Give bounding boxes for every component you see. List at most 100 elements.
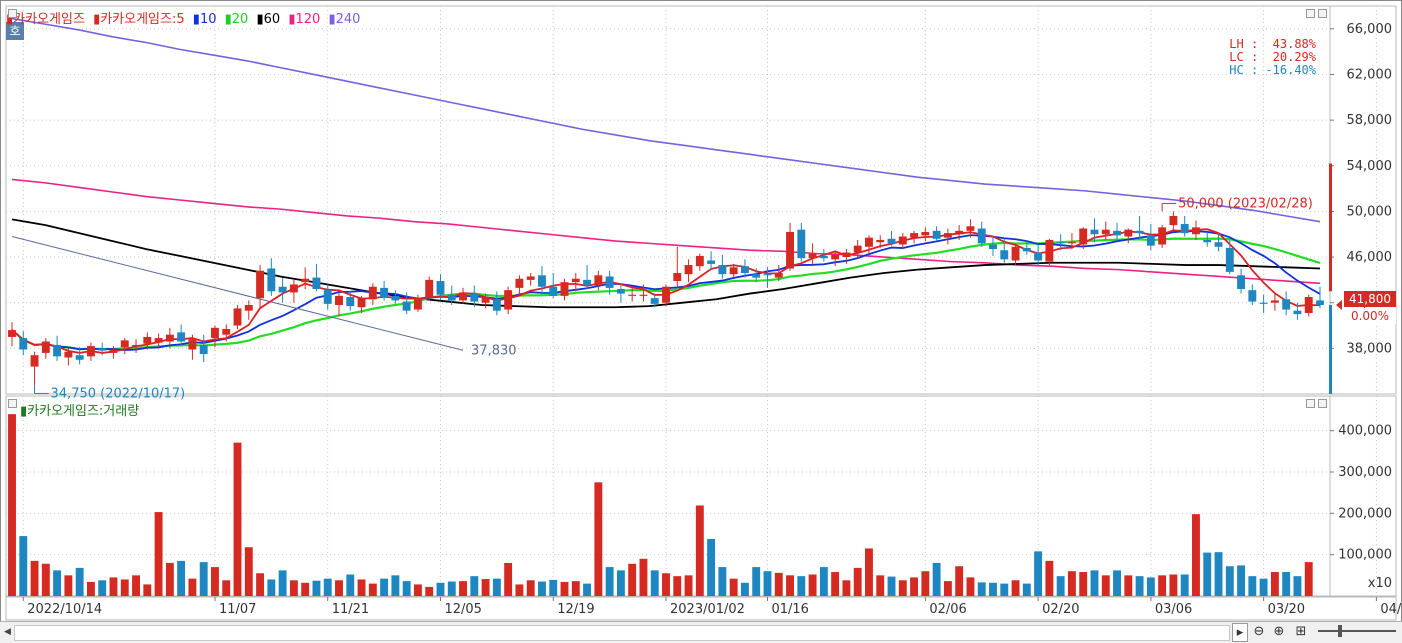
price-pane-minimize-button[interactable] xyxy=(1306,9,1315,18)
candle-body xyxy=(989,244,997,250)
volume-tick-label: 100,000 xyxy=(1338,548,1392,563)
volume-bar xyxy=(1034,551,1043,596)
volume-bar xyxy=(1101,575,1110,596)
volume-bar xyxy=(53,570,62,596)
volume-bar xyxy=(1259,578,1268,596)
scroll-right-button[interactable]: ▸ xyxy=(1232,623,1248,642)
volume-bar xyxy=(955,566,964,596)
candle-body xyxy=(425,279,434,297)
volume-bar xyxy=(583,583,592,596)
zoom-in-icon[interactable]: ⊕ xyxy=(1273,624,1285,639)
volume-bar xyxy=(380,578,389,596)
volume-bar xyxy=(571,581,580,596)
candle-body xyxy=(301,278,310,283)
candle-body xyxy=(605,276,614,288)
candle-body xyxy=(1158,227,1167,245)
volume-bar xyxy=(425,586,434,596)
candle-body xyxy=(549,286,558,296)
legend-item-ma60: ▮60 xyxy=(256,12,281,27)
volume-bar xyxy=(865,548,873,596)
volume-pane-minimize-button[interactable] xyxy=(1306,399,1315,408)
candle-body xyxy=(921,231,930,236)
volume-bar xyxy=(1158,575,1167,596)
candle-body xyxy=(571,278,580,283)
volume-bar xyxy=(1214,552,1223,596)
price-pane-close-button[interactable] xyxy=(1318,9,1327,18)
date-tick-label: 02/20 xyxy=(1042,602,1079,617)
volume-bar xyxy=(1067,571,1076,596)
volume-bar xyxy=(64,575,73,596)
candle-body xyxy=(1056,242,1065,244)
volume-bar xyxy=(256,573,265,596)
date-tick-label: 02/06 xyxy=(929,602,966,617)
crosshair-icon[interactable]: ⊞ xyxy=(1295,624,1307,639)
volume-bar xyxy=(526,580,535,596)
volume-bar xyxy=(729,578,738,596)
candle-body xyxy=(19,338,28,350)
volume-pane xyxy=(5,395,1331,597)
zoom-slider[interactable] xyxy=(1318,630,1396,632)
candle-body xyxy=(1293,310,1302,315)
ma240-line xyxy=(11,17,1321,223)
volume-bar xyxy=(774,572,783,596)
date-tick-label: 2023/01/02 xyxy=(670,602,745,617)
volume-unit-label: x10 xyxy=(1368,576,1392,591)
candle-body xyxy=(1316,300,1324,305)
candle-body xyxy=(278,286,287,293)
price-tick-label: 50,000 xyxy=(1347,204,1393,219)
candle-body xyxy=(673,273,682,282)
volume-pane-toggle-button[interactable] xyxy=(8,399,17,408)
volume-bar xyxy=(673,576,682,596)
volume-bar xyxy=(211,567,219,596)
stat-lc: LC : 20.29% xyxy=(1229,50,1316,64)
volume-bar xyxy=(289,580,298,596)
candle-body xyxy=(1270,300,1279,303)
price-tick-label: 62,000 xyxy=(1347,67,1393,82)
volume-bar xyxy=(932,562,941,596)
volume-bar xyxy=(1090,570,1099,596)
candle-body xyxy=(1203,239,1212,243)
trendline xyxy=(11,236,464,351)
mode-badge[interactable]: 호 xyxy=(6,22,24,40)
candle-body xyxy=(335,295,343,305)
date-tick-label: 12/19 xyxy=(557,602,594,617)
volume-bar xyxy=(1146,577,1155,596)
volume-bar xyxy=(323,578,332,596)
candle-body xyxy=(786,231,794,269)
candle-body xyxy=(64,351,73,358)
volume-bar xyxy=(492,578,501,596)
candle-body xyxy=(1135,230,1144,234)
high-annotation: 50,000 (2023/02/28) xyxy=(1178,196,1313,211)
candle-body xyxy=(8,330,16,337)
volume-legend: ▮카카오게임즈:거래량 xyxy=(20,404,140,419)
volume-bar xyxy=(1225,566,1234,596)
volume-bar xyxy=(1180,574,1189,596)
volume-bar xyxy=(8,414,16,596)
candle-body xyxy=(639,294,648,296)
volume-bar xyxy=(1282,572,1291,596)
horizontal-scrollbar[interactable] xyxy=(14,625,1230,641)
volume-bar xyxy=(459,581,467,596)
volume-bar xyxy=(470,576,479,596)
legend-item-ma120: ▮120 xyxy=(288,12,321,27)
candle-body xyxy=(1067,242,1076,244)
volume-bar xyxy=(1056,576,1065,596)
zoom-reset-icon[interactable]: ⊖ xyxy=(1253,624,1265,639)
price-pane-toggle-button[interactable] xyxy=(8,9,17,18)
candle-body xyxy=(323,290,332,304)
volume-bar xyxy=(797,576,806,596)
volume-pane-close-button[interactable] xyxy=(1318,399,1327,408)
volume-bar xyxy=(853,567,862,596)
volume-bar xyxy=(786,575,794,596)
candle-body xyxy=(41,341,50,353)
zoom-slider-thumb[interactable] xyxy=(1338,625,1342,637)
candle-body xyxy=(233,308,242,326)
candle-body xyxy=(740,266,749,274)
date-axis-pane xyxy=(5,596,1397,621)
candle-body xyxy=(865,237,873,247)
volume-tick-label: 300,000 xyxy=(1338,465,1392,480)
price-tick-label: 54,000 xyxy=(1347,159,1393,174)
volume-bar xyxy=(662,573,670,596)
scroll-left-arrow-icon[interactable]: ◀ xyxy=(4,627,11,637)
